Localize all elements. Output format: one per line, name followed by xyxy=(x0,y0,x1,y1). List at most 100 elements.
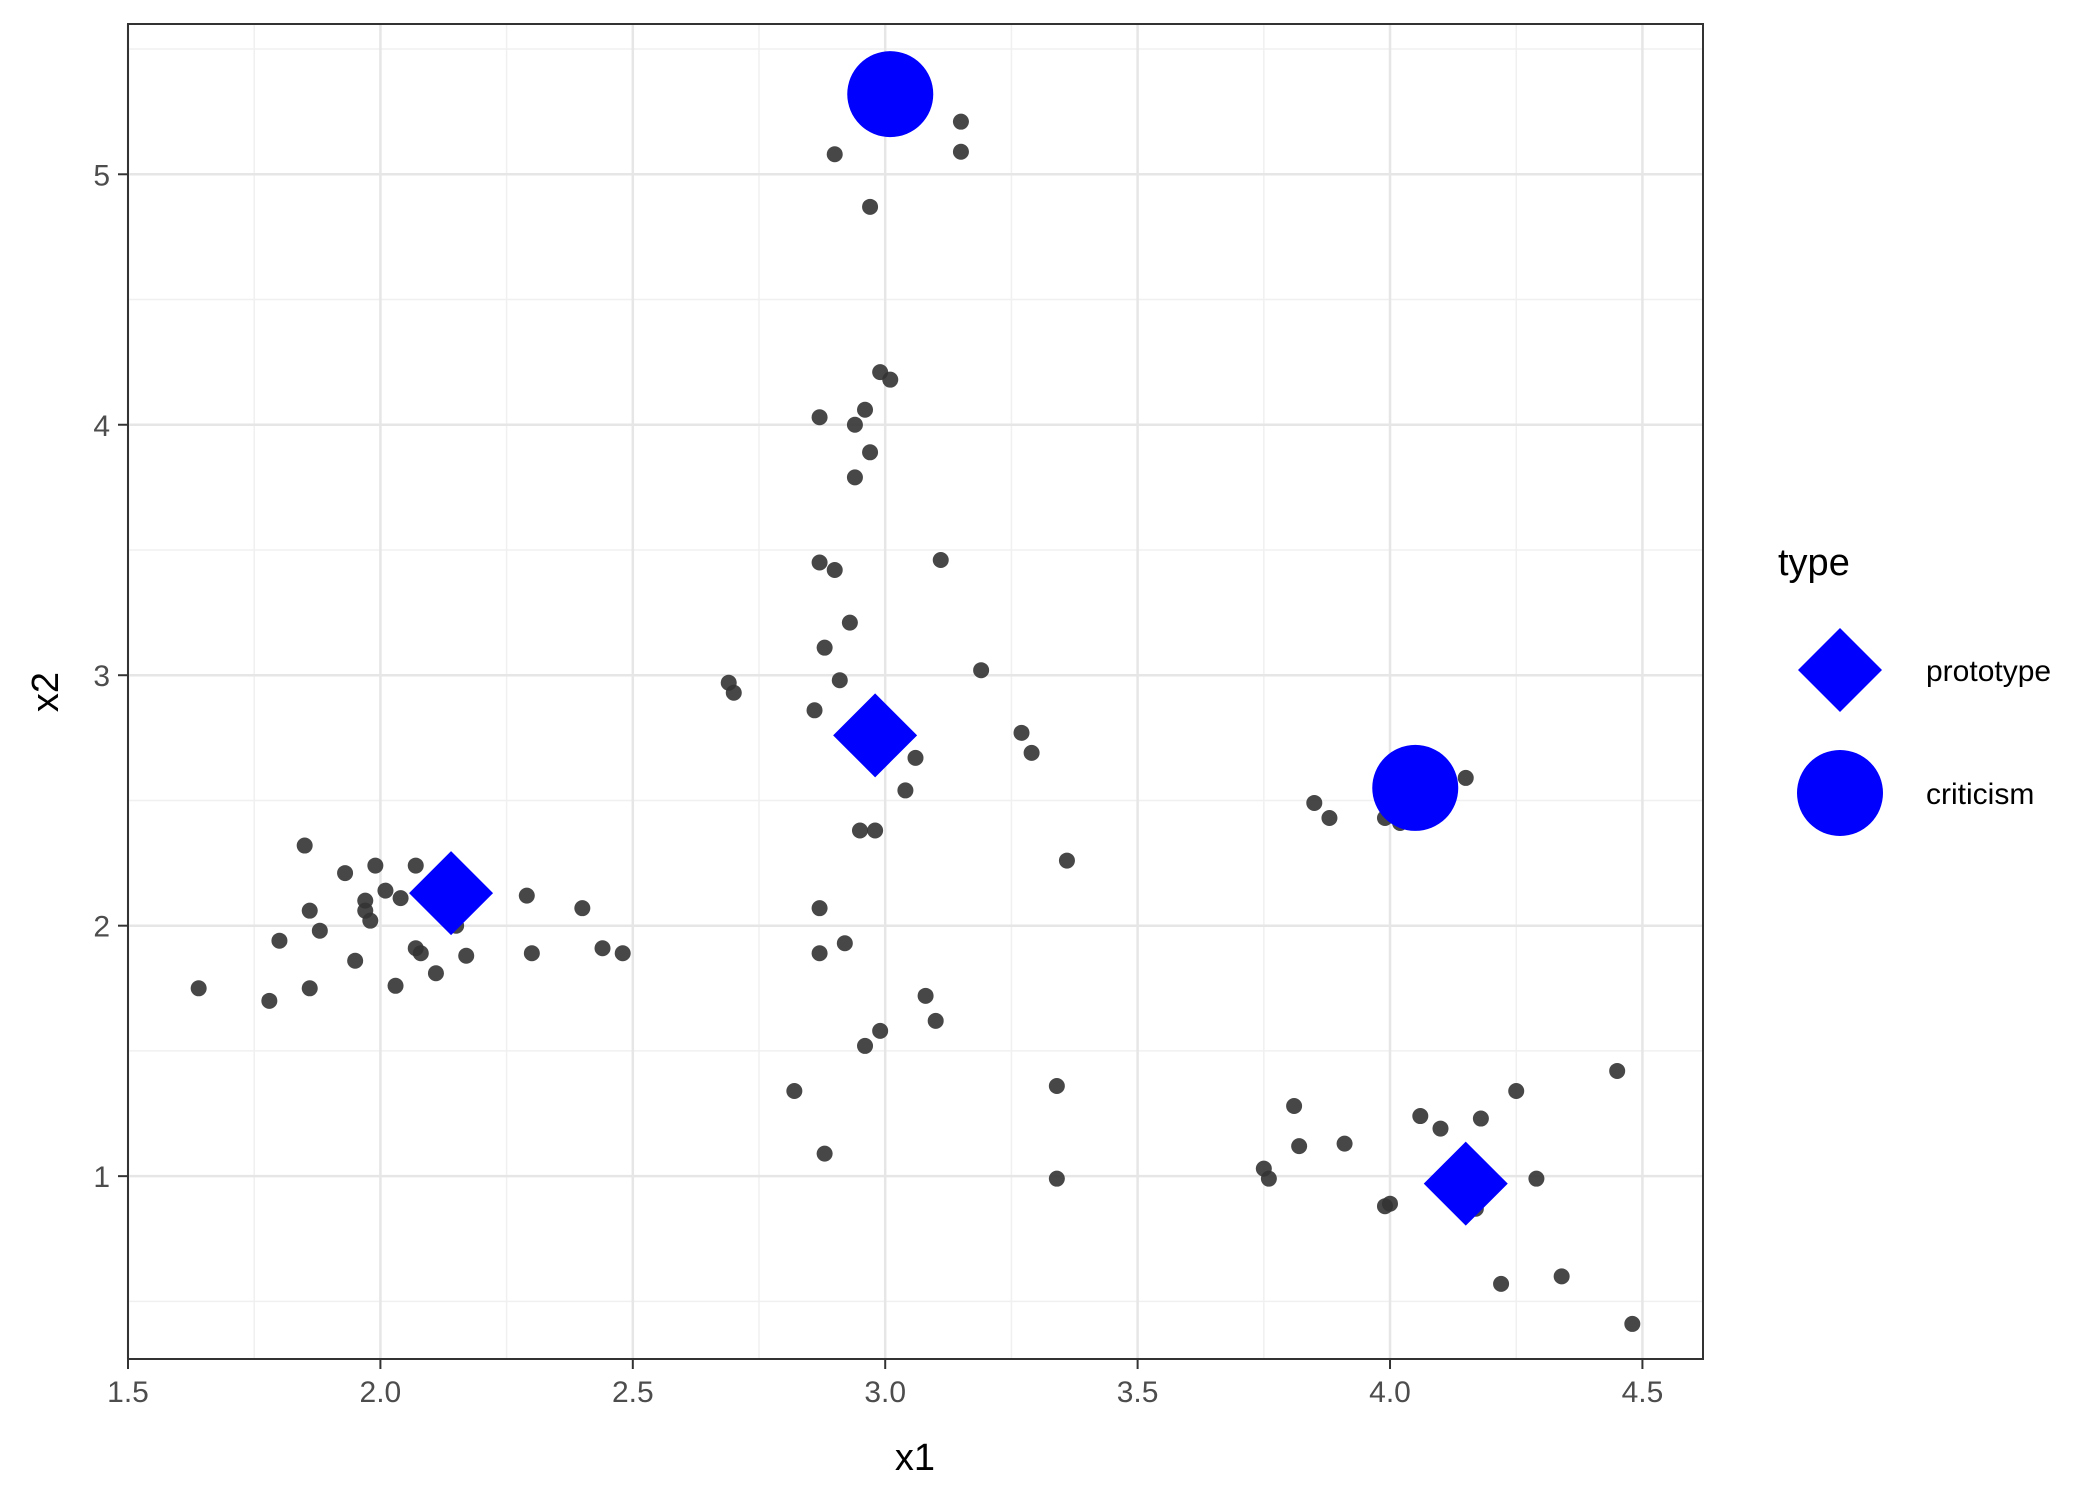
panel-border xyxy=(127,23,1704,1360)
observation-point xyxy=(594,940,611,957)
minor-gridlines xyxy=(128,24,1703,1359)
observation-point xyxy=(927,1012,944,1029)
observation-point xyxy=(846,469,863,486)
observation-point xyxy=(841,614,858,631)
y-axis-title: x2 xyxy=(25,672,67,712)
observation-point xyxy=(347,952,364,969)
observation-point xyxy=(412,945,429,962)
observation-point xyxy=(574,900,591,917)
observation-point xyxy=(907,749,924,766)
observation-point xyxy=(1457,769,1474,786)
observation-series xyxy=(190,113,1641,1332)
criticism-point xyxy=(1372,744,1459,831)
observation-point xyxy=(816,1145,833,1162)
data-points xyxy=(190,51,1641,1332)
observation-point xyxy=(1553,1268,1570,1285)
prototype-point xyxy=(833,693,918,778)
y-tick-label: 3 xyxy=(93,660,110,693)
observation-point xyxy=(932,552,949,569)
observation-point xyxy=(806,702,823,719)
observation-point xyxy=(387,977,404,994)
observation-point xyxy=(377,882,394,899)
y-tick-label: 4 xyxy=(93,410,110,443)
observation-point xyxy=(952,113,969,130)
observation-point xyxy=(862,444,879,461)
observation-point xyxy=(1306,794,1323,811)
observation-point xyxy=(518,887,535,904)
observation-point xyxy=(614,945,631,962)
observation-point xyxy=(296,837,313,854)
y-axis-ticks: 1 2 3 4 5 xyxy=(93,159,128,1194)
legend-label-prototype: prototype xyxy=(1926,655,2051,688)
observation-point xyxy=(427,965,444,982)
observation-point xyxy=(1048,1170,1065,1187)
observation-point xyxy=(1023,744,1040,761)
observation-point xyxy=(862,198,879,215)
observation-point xyxy=(851,822,868,839)
observation-point xyxy=(1412,1108,1429,1125)
legend-label-criticism: criticism xyxy=(1926,778,2034,811)
criticism-point xyxy=(847,51,934,138)
observation-point xyxy=(973,662,990,679)
observation-point xyxy=(831,672,848,689)
criticism-series xyxy=(847,51,1459,831)
observation-point xyxy=(811,945,828,962)
x-tick-label: 3.5 xyxy=(1117,1376,1159,1409)
prototype-series xyxy=(409,693,1508,1226)
observation-point xyxy=(362,912,379,929)
observation-point xyxy=(811,900,828,917)
observation-point xyxy=(872,1022,889,1039)
x-tick-label: 1.5 xyxy=(107,1376,149,1409)
observation-point xyxy=(392,890,409,907)
observation-point xyxy=(458,947,475,964)
observation-point xyxy=(857,401,874,418)
observation-point xyxy=(367,857,384,874)
observation-point xyxy=(190,980,207,997)
observation-point xyxy=(311,922,328,939)
observation-point xyxy=(1291,1138,1308,1155)
observation-point xyxy=(1508,1082,1525,1099)
observation-point xyxy=(301,980,318,997)
observation-point xyxy=(1260,1170,1277,1187)
observation-point xyxy=(1528,1170,1545,1187)
observation-point xyxy=(857,1037,874,1054)
x-tick-label: 2.0 xyxy=(360,1376,402,1409)
observation-point xyxy=(917,987,934,1004)
observation-point xyxy=(261,992,278,1009)
observation-point xyxy=(897,782,914,799)
prototype-point xyxy=(409,851,494,936)
x-tick-label: 4.0 xyxy=(1369,1376,1411,1409)
observation-point xyxy=(407,857,424,874)
observation-point xyxy=(301,902,318,919)
observation-point xyxy=(867,822,884,839)
observation-point xyxy=(846,416,863,433)
observation-point xyxy=(337,865,354,882)
observation-point xyxy=(1493,1275,1510,1292)
observation-point xyxy=(952,143,969,160)
observation-point xyxy=(1013,724,1030,741)
observation-point xyxy=(523,945,540,962)
observation-point xyxy=(786,1082,803,1099)
observation-point xyxy=(1472,1110,1489,1127)
observation-point xyxy=(882,371,899,388)
observation-point xyxy=(1336,1135,1353,1152)
y-tick-label: 1 xyxy=(93,1161,110,1194)
observation-point xyxy=(271,932,288,949)
observation-point xyxy=(826,146,843,163)
observation-point xyxy=(725,684,742,701)
prototype-point xyxy=(1423,1141,1508,1226)
observation-point xyxy=(1321,809,1338,826)
x-axis-title: x1 xyxy=(895,1437,935,1479)
observation-point xyxy=(1609,1062,1626,1079)
observation-point xyxy=(1432,1120,1449,1137)
observation-point xyxy=(1286,1098,1303,1115)
observation-point xyxy=(811,554,828,571)
observation-point xyxy=(811,409,828,426)
observation-point xyxy=(1382,1195,1399,1212)
y-tick-label: 5 xyxy=(93,159,110,192)
observation-point xyxy=(1048,1077,1065,1094)
observation-point xyxy=(826,562,843,579)
legend-title: type xyxy=(1778,542,1850,584)
x-tick-label: 3.0 xyxy=(864,1376,906,1409)
